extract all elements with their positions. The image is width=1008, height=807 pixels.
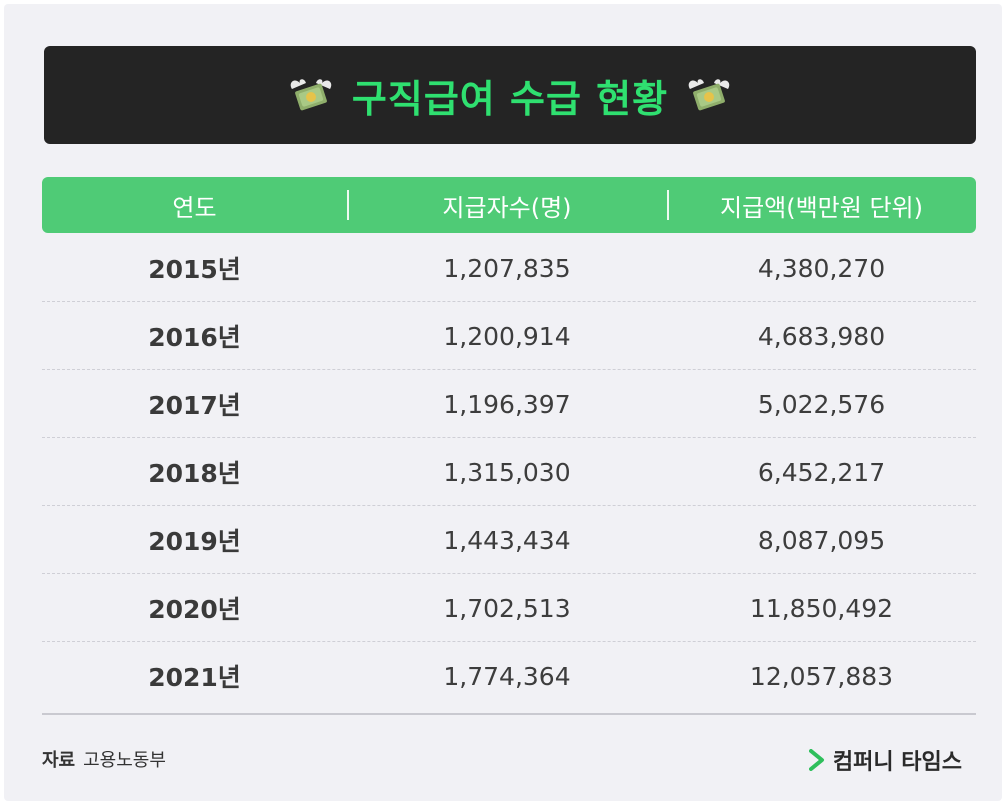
table-row: 2021년 1,774,364 12,057,883 bbox=[42, 642, 976, 710]
count-cell: 1,200,914 bbox=[443, 321, 571, 351]
table-row: 2016년 1,200,914 4,683,980 bbox=[42, 302, 976, 370]
table-row: 2018년 1,315,030 6,452,217 bbox=[42, 438, 976, 506]
title-bar: 구직급여 수급 현황 bbox=[44, 46, 976, 144]
footer-divider bbox=[42, 713, 976, 715]
column-header-count: 지급자수(명) bbox=[442, 193, 572, 222]
year-cell: 2020년 bbox=[148, 595, 241, 624]
table-row: 2019년 1,443,434 8,087,095 bbox=[42, 506, 976, 574]
count-cell: 1,702,513 bbox=[443, 593, 571, 623]
amount-cell: 5,022,576 bbox=[757, 389, 886, 419]
year-cell: 2017년 bbox=[148, 391, 241, 420]
source-value: 고용노동부 bbox=[83, 750, 166, 771]
count-cell: 1,207,835 bbox=[443, 253, 571, 283]
year-cell: 2016년 bbox=[148, 323, 241, 352]
year-cell: 2015년 bbox=[148, 255, 241, 284]
amount-cell: 8,087,095 bbox=[757, 525, 886, 555]
table-header: 연도 지급자수(명) 지급액(백만원 단위) bbox=[42, 177, 976, 233]
count-cell: 1,774,364 bbox=[443, 661, 571, 691]
flying-money-icon bbox=[688, 79, 730, 111]
year-cell: 2019년 bbox=[148, 527, 241, 556]
source-label: 자료 bbox=[42, 750, 76, 771]
amount-cell: 11,850,492 bbox=[749, 593, 894, 623]
header-divider bbox=[667, 190, 669, 220]
amount-cell: 6,452,217 bbox=[757, 457, 886, 487]
count-cell: 1,196,397 bbox=[443, 389, 571, 419]
header-divider bbox=[347, 190, 349, 220]
brand-logo: 컴퍼니 타임스 bbox=[808, 744, 962, 776]
count-cell: 1,443,434 bbox=[443, 525, 571, 555]
flying-money-icon bbox=[290, 79, 332, 111]
amount-cell: 4,380,270 bbox=[757, 253, 886, 283]
count-cell: 1,315,030 bbox=[443, 457, 571, 487]
amount-cell: 12,057,883 bbox=[749, 661, 894, 691]
year-cell: 2021년 bbox=[148, 663, 241, 692]
source-note: 자료 고용노동부 bbox=[42, 746, 166, 772]
infographic-card: 구직급여 수급 현황 연도 지급자수(명) 지급액(백만원 단위) 2015년 … bbox=[4, 4, 1002, 801]
brand-name: 컴퍼니 타임스 bbox=[832, 750, 962, 775]
year-cell: 2018년 bbox=[148, 459, 241, 488]
page-title: 구직급여 수급 현황 bbox=[351, 76, 669, 121]
table-row: 2020년 1,702,513 11,850,492 bbox=[42, 574, 976, 642]
amount-cell: 4,683,980 bbox=[757, 321, 886, 351]
chevron-right-icon bbox=[808, 749, 824, 771]
table-row: 2015년 1,207,835 4,380,270 bbox=[42, 234, 976, 302]
column-header-year: 연도 bbox=[172, 193, 217, 222]
table-row: 2017년 1,196,397 5,022,576 bbox=[42, 370, 976, 438]
column-header-amount: 지급액(백만원 단위) bbox=[720, 193, 923, 222]
table-body: 2015년 1,207,835 4,380,270 2016년 1,200,91… bbox=[42, 234, 976, 710]
